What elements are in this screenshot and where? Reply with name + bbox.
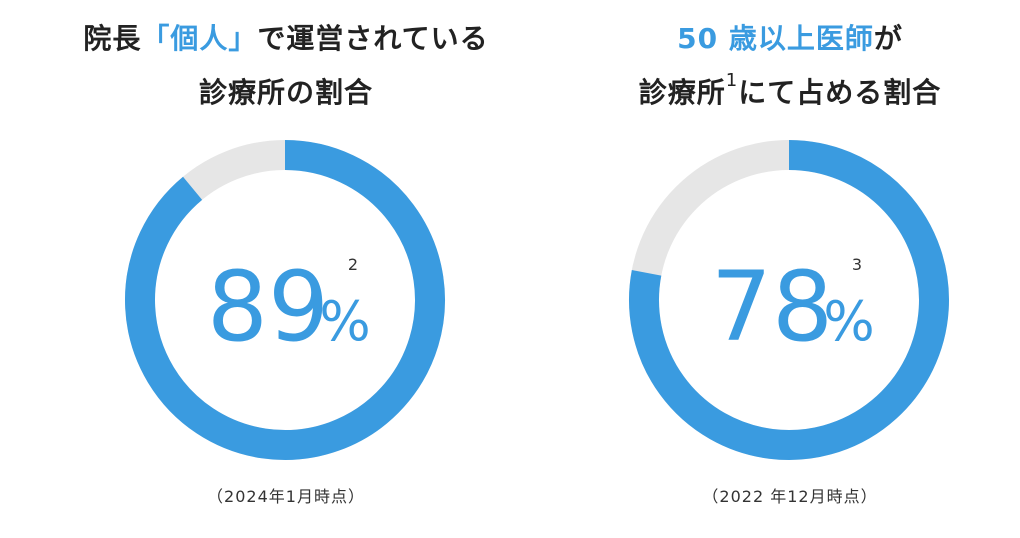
donut-chart: 78 % 3 [629, 140, 949, 460]
title-text: で運営されている [257, 22, 489, 55]
title-highlight-text: 「個人」 [141, 22, 258, 55]
chart-title-line-2: 診療所の割合 [26, 76, 546, 110]
value-number: 78 [711, 251, 833, 363]
value-unit: % [319, 290, 370, 353]
chart-footnote-date: （2024年1月時点） [207, 487, 365, 506]
donut-chart: 89 % 2 [125, 140, 445, 460]
chart-title-line-1: 50 歳以上医師が [530, 22, 1020, 56]
donut-value-arc [629, 140, 949, 460]
title-text: が [873, 22, 903, 55]
chart-title-line-1: 院長「個人」で運営されている [26, 22, 546, 56]
footnote-reference: 2 [348, 255, 358, 274]
title-text: にて占める割合 [738, 76, 942, 109]
chart-panel-clinic-ownership: 院長「個人」で運営されている 診療所の割合 89 % 2 （2024年1月時点） [26, 0, 536, 538]
title-footnote-marker: 1 [725, 70, 739, 91]
chart-footnote-date: （2022 年12月時点） [702, 487, 878, 506]
chart-panel-senior-doctors: 50 歳以上医師が 診療所1にて占める割合 78 % 3 （2022 年12月時… [530, 0, 1020, 538]
footnote-reference: 3 [852, 255, 862, 274]
title-highlight-text: 50 歳以上医師 [677, 22, 874, 55]
value-unit: % [823, 290, 874, 353]
chart-title-line-2: 診療所1にて占める割合 [530, 70, 1020, 110]
value-number: 89 [207, 251, 329, 363]
donut-value-arc [125, 140, 445, 460]
title-text: 診療所 [638, 76, 726, 109]
title-text: 診療所の割合 [198, 76, 373, 109]
title-text: 院長 [83, 22, 142, 55]
